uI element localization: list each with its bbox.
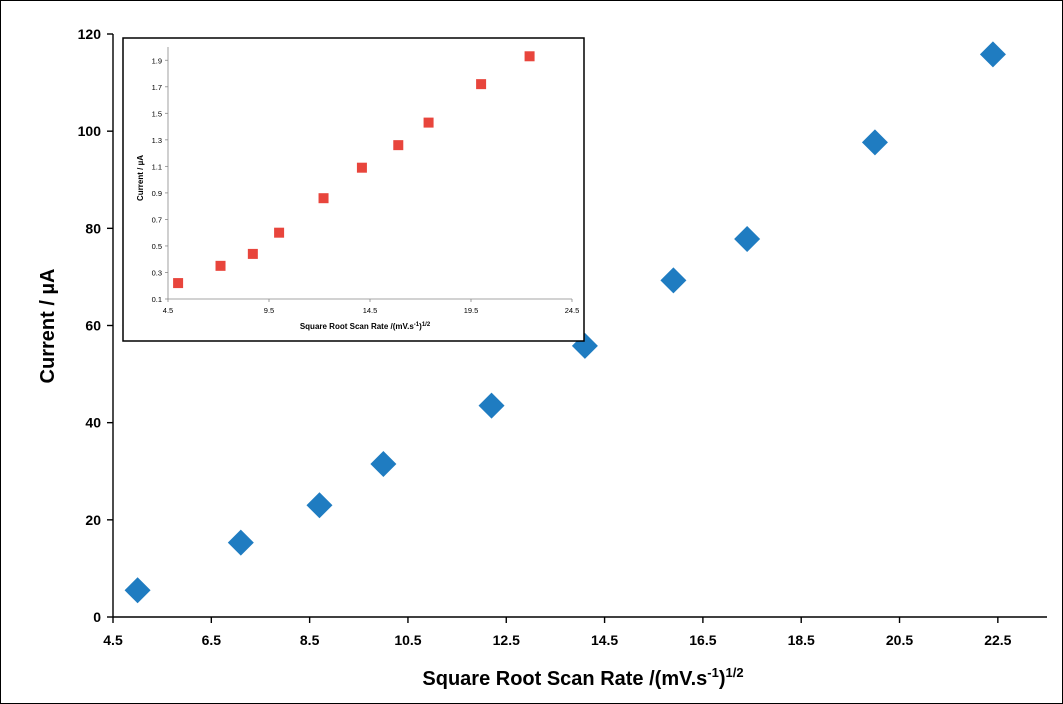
main-axes [107, 33, 1047, 623]
inset-y-tick-label: 1.1 [152, 162, 162, 171]
main-y-tick-label: 80 [85, 220, 101, 236]
main-y-tick-label: 40 [85, 415, 101, 431]
main-x-axis-title: Square Root Scan Rate /(mV.s-1)1/2 [422, 665, 743, 690]
inset-x-tick-label: 14.5 [363, 306, 378, 315]
inset-data-points [173, 51, 535, 289]
main-x-tick-label: 22.5 [984, 632, 1011, 648]
main-data-point [861, 129, 888, 156]
inset-x-axis-title: Square Root Scan Rate /(mV.s-1)1/2 [300, 322, 431, 331]
main-data-point [306, 492, 333, 519]
inset-y-tick-label: 1.3 [152, 136, 162, 145]
inset-data-point [173, 278, 184, 289]
inset-data-point [393, 140, 404, 151]
inset-data-point [247, 248, 258, 259]
main-y-tick-label: 0 [93, 609, 101, 625]
main-data-point [734, 226, 761, 253]
main-data-points [124, 41, 1006, 604]
inset-data-point [274, 227, 285, 238]
inset-y-tick-label: 0.9 [152, 189, 162, 198]
main-data-point [660, 267, 687, 294]
inset-y-tick-label: 0.3 [152, 268, 162, 277]
inset-data-point [318, 193, 329, 204]
main-y-tick-labels: 0 20 40 60 80 100 120 [78, 26, 102, 625]
main-data-point [124, 577, 151, 604]
inset-x-tick-label: 19.5 [464, 306, 479, 315]
inset-x-tick-label: 9.5 [264, 306, 274, 315]
inset-data-point [423, 117, 434, 128]
inset-x-tick-label: 4.5 [163, 306, 173, 315]
main-x-tick-label: 6.5 [202, 632, 222, 648]
main-x-tick-label: 4.5 [103, 632, 123, 648]
main-y-tick-label: 120 [78, 26, 102, 42]
inset-data-point [356, 162, 367, 173]
main-x-tick-label: 14.5 [591, 632, 618, 648]
inset-y-tick-labels: 0.1 0.3 0.5 0.7 0.9 1.1 1.3 1.5 1.7 1.9 [152, 56, 162, 304]
main-data-point [370, 450, 397, 477]
inset-data-point [476, 79, 487, 90]
main-x-tick-label: 18.5 [788, 632, 815, 648]
inset-y-tick-label: 1.7 [152, 83, 162, 92]
inset-x-tick-label: 24.5 [565, 306, 580, 315]
inset-y-tick-label: 0.7 [152, 215, 162, 224]
main-y-tick-label: 60 [85, 318, 101, 334]
main-y-tick-label: 100 [78, 123, 102, 139]
main-x-tick-label: 8.5 [300, 632, 320, 648]
inset-y-tick-label: 1.9 [152, 56, 162, 65]
main-y-axis-title: Current / µA [37, 269, 59, 384]
inset-data-point [524, 51, 535, 62]
inset-axes [165, 47, 573, 302]
main-x-tick-label: 12.5 [493, 632, 520, 648]
inset-x-tick-labels: 4.5 9.5 14.5 19.5 24.5 [163, 306, 580, 315]
main-data-point [478, 392, 505, 419]
inset-y-tick-label: 1.5 [152, 109, 162, 118]
main-x-tick-labels: 4.5 6.5 8.5 10.5 12.5 14.5 16.5 18.5 20.5 22.5 [103, 632, 1011, 648]
main-x-tick-label: 20.5 [886, 632, 913, 648]
inset-frame [122, 37, 585, 342]
inset-data-point [215, 260, 226, 271]
main-x-tick-label: 10.5 [394, 632, 421, 648]
inset-y-tick-label: 0.5 [152, 242, 162, 251]
inset-y-tick-label: 0.1 [152, 295, 162, 304]
main-data-point [227, 529, 254, 556]
main-x-tick-label: 16.5 [689, 632, 716, 648]
main-y-tick-label: 20 [85, 512, 101, 528]
main-data-point [979, 41, 1006, 68]
inset-y-axis-title: Current / µA [136, 155, 145, 201]
